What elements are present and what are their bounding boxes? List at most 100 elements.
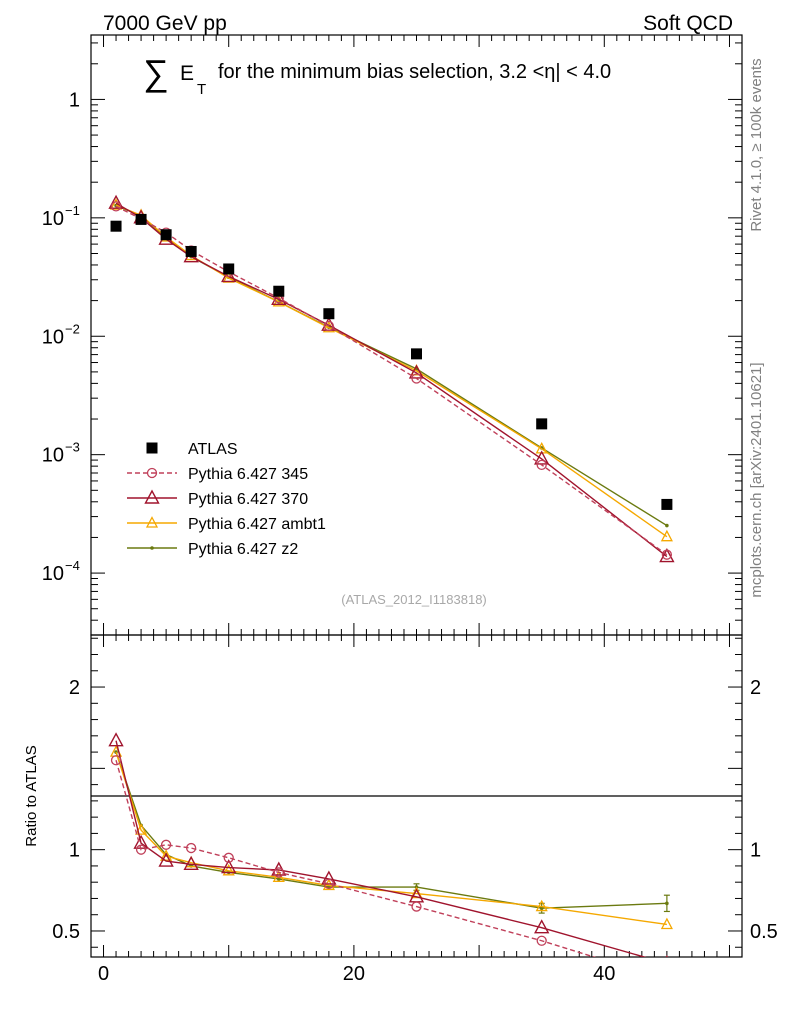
ratio-y-tick-labels: 2 2 1 1 0.5 0.5 — [52, 677, 778, 943]
ratio-point-p345 — [273, 867, 284, 878]
point-p345 — [536, 459, 547, 471]
main-y-tick-labels: 110−110−210−310−4 — [42, 89, 80, 585]
ratio-line-ambt1 — [115, 751, 667, 926]
legend-marker-z2 — [150, 546, 154, 550]
ratio-series-z2 — [114, 750, 670, 914]
ratio-line-z2 — [115, 751, 667, 909]
ratio-point-ambt1 — [222, 863, 235, 876]
ratio-series-p345 — [110, 755, 671, 984]
point-p345 — [323, 320, 335, 332]
header-left: 7000 GeV pp — [103, 12, 227, 35]
ratio-point-z2 — [665, 901, 669, 906]
y-tick-label: 10 — [42, 208, 64, 230]
point-atlas — [661, 498, 673, 510]
point-p345 — [110, 201, 122, 212]
legend-item-p345: Pythia 6.427 345 — [127, 466, 308, 483]
legend-label-p370: Pythia 6.427 370 — [188, 491, 308, 508]
y-tick-label: 0.5 — [52, 921, 80, 943]
title-sum-symbol: ∑ — [143, 52, 169, 93]
point-atlas — [411, 348, 422, 360]
point-p370 — [108, 194, 124, 209]
analysis-id: (ATLAS_2012_I1183818) — [341, 592, 487, 607]
y-tick-label: 2 — [69, 677, 80, 699]
y-tick-exponent: −2 — [65, 321, 80, 336]
ratio-point-ambt1 — [160, 849, 173, 861]
ratio-point-p345 — [323, 878, 335, 889]
legend-item-atlas: ATLAS — [146, 441, 238, 458]
ratio-point-ambt1 — [410, 886, 423, 899]
ratio-point-ambt1 — [535, 899, 548, 912]
y-tick-exponent: −3 — [65, 440, 80, 455]
series-line-p345 — [115, 205, 668, 556]
point-atlas — [135, 213, 147, 225]
ratio-axis-ticks — [91, 635, 742, 957]
ratio-point-p370 — [321, 870, 337, 885]
mcplots-label: mcplots.cern.ch [arXiv:2401.10621] — [748, 362, 765, 597]
ratio-line-p370 — [115, 740, 647, 957]
y-tick-label: 10 — [42, 563, 64, 585]
y-tick-label: 1 — [69, 840, 80, 862]
ratio-line-p345 — [115, 760, 597, 957]
point-p370 — [271, 290, 287, 306]
ratio-point-ambt1 — [135, 823, 148, 835]
ratio-point-p370 — [183, 855, 199, 871]
y-tick-label: 10 — [42, 445, 64, 467]
y-tick-label: 10 — [42, 326, 64, 348]
y-tick-label-right: 1 — [750, 840, 761, 862]
ratio-point-p345 — [135, 844, 147, 855]
legend-marker-p370 — [144, 489, 160, 504]
ratio-point-p370 — [534, 919, 550, 934]
legend: ATLAS Pythia 6.427 345 Pythia 6.427 370 Pyt… — [127, 441, 326, 558]
ratio-point-p370 — [108, 732, 124, 747]
legend-marker-atlas — [146, 442, 158, 454]
legend-label-z2: Pythia 6.427 z2 — [188, 541, 298, 558]
point-atlas — [223, 263, 235, 275]
ratio-point-p345 — [662, 975, 671, 984]
ratio-point-p345 — [536, 935, 547, 946]
series-line-p370 — [115, 202, 668, 558]
y-tick-label-right: 2 — [750, 677, 761, 699]
ratio-point-p345 — [110, 755, 122, 766]
ratio-point-p345 — [411, 901, 422, 912]
x-tick-label: 20 — [343, 963, 365, 985]
x-tick-label: 40 — [593, 963, 615, 985]
legend-item-z2: Pythia 6.427 z2 — [127, 541, 298, 558]
ratio-point-p345 — [186, 842, 197, 854]
ratio-point-ambt1 — [660, 917, 673, 930]
y-tick-exponent: −1 — [65, 203, 80, 218]
title-e: E — [180, 62, 194, 85]
point-z2 — [665, 523, 669, 528]
series-atlas — [110, 213, 673, 510]
point-atlas — [536, 418, 548, 430]
main-axis-ticks — [91, 35, 742, 636]
title-subscript: T — [197, 81, 206, 98]
title-text: for the minimum bias selection, 3.2 <η| … — [218, 61, 611, 83]
point-atlas — [185, 245, 197, 257]
y-tick-exponent: −4 — [65, 558, 80, 573]
legend-marker-p345 — [146, 467, 158, 479]
point-atlas — [110, 220, 122, 232]
legend-label-ambt1: Pythia 6.427 ambt1 — [188, 516, 326, 533]
plot-title: ∑ E T for the minimum bias selection, 3.… — [143, 52, 611, 98]
point-p370 — [534, 450, 550, 465]
y-tick-label: 1 — [69, 89, 80, 111]
header-right: Soft QCD — [643, 12, 733, 35]
x-tick-label: 0 — [98, 963, 109, 985]
ratio-point-p370 — [221, 859, 237, 874]
main-series — [108, 194, 675, 563]
y-tick-label-right: 0.5 — [750, 921, 778, 943]
point-p345 — [411, 373, 422, 384]
legend-label-p345: Pythia 6.427 345 — [188, 466, 308, 483]
legend-item-p370: Pythia 6.427 370 — [127, 489, 308, 508]
point-atlas — [160, 229, 172, 241]
point-atlas — [273, 285, 285, 297]
ratio-point-p345 — [160, 839, 172, 850]
point-p370 — [659, 548, 675, 563]
ratio-series-ambt1 — [109, 745, 673, 930]
ratio-point-p370 — [158, 852, 174, 867]
legend-marker-ambt1 — [145, 516, 159, 528]
ratio-point-p345 — [223, 852, 234, 863]
legend-label-atlas: ATLAS — [188, 441, 238, 458]
rivet-label: Rivet 4.1.0, ≥ 100k events — [748, 58, 765, 231]
